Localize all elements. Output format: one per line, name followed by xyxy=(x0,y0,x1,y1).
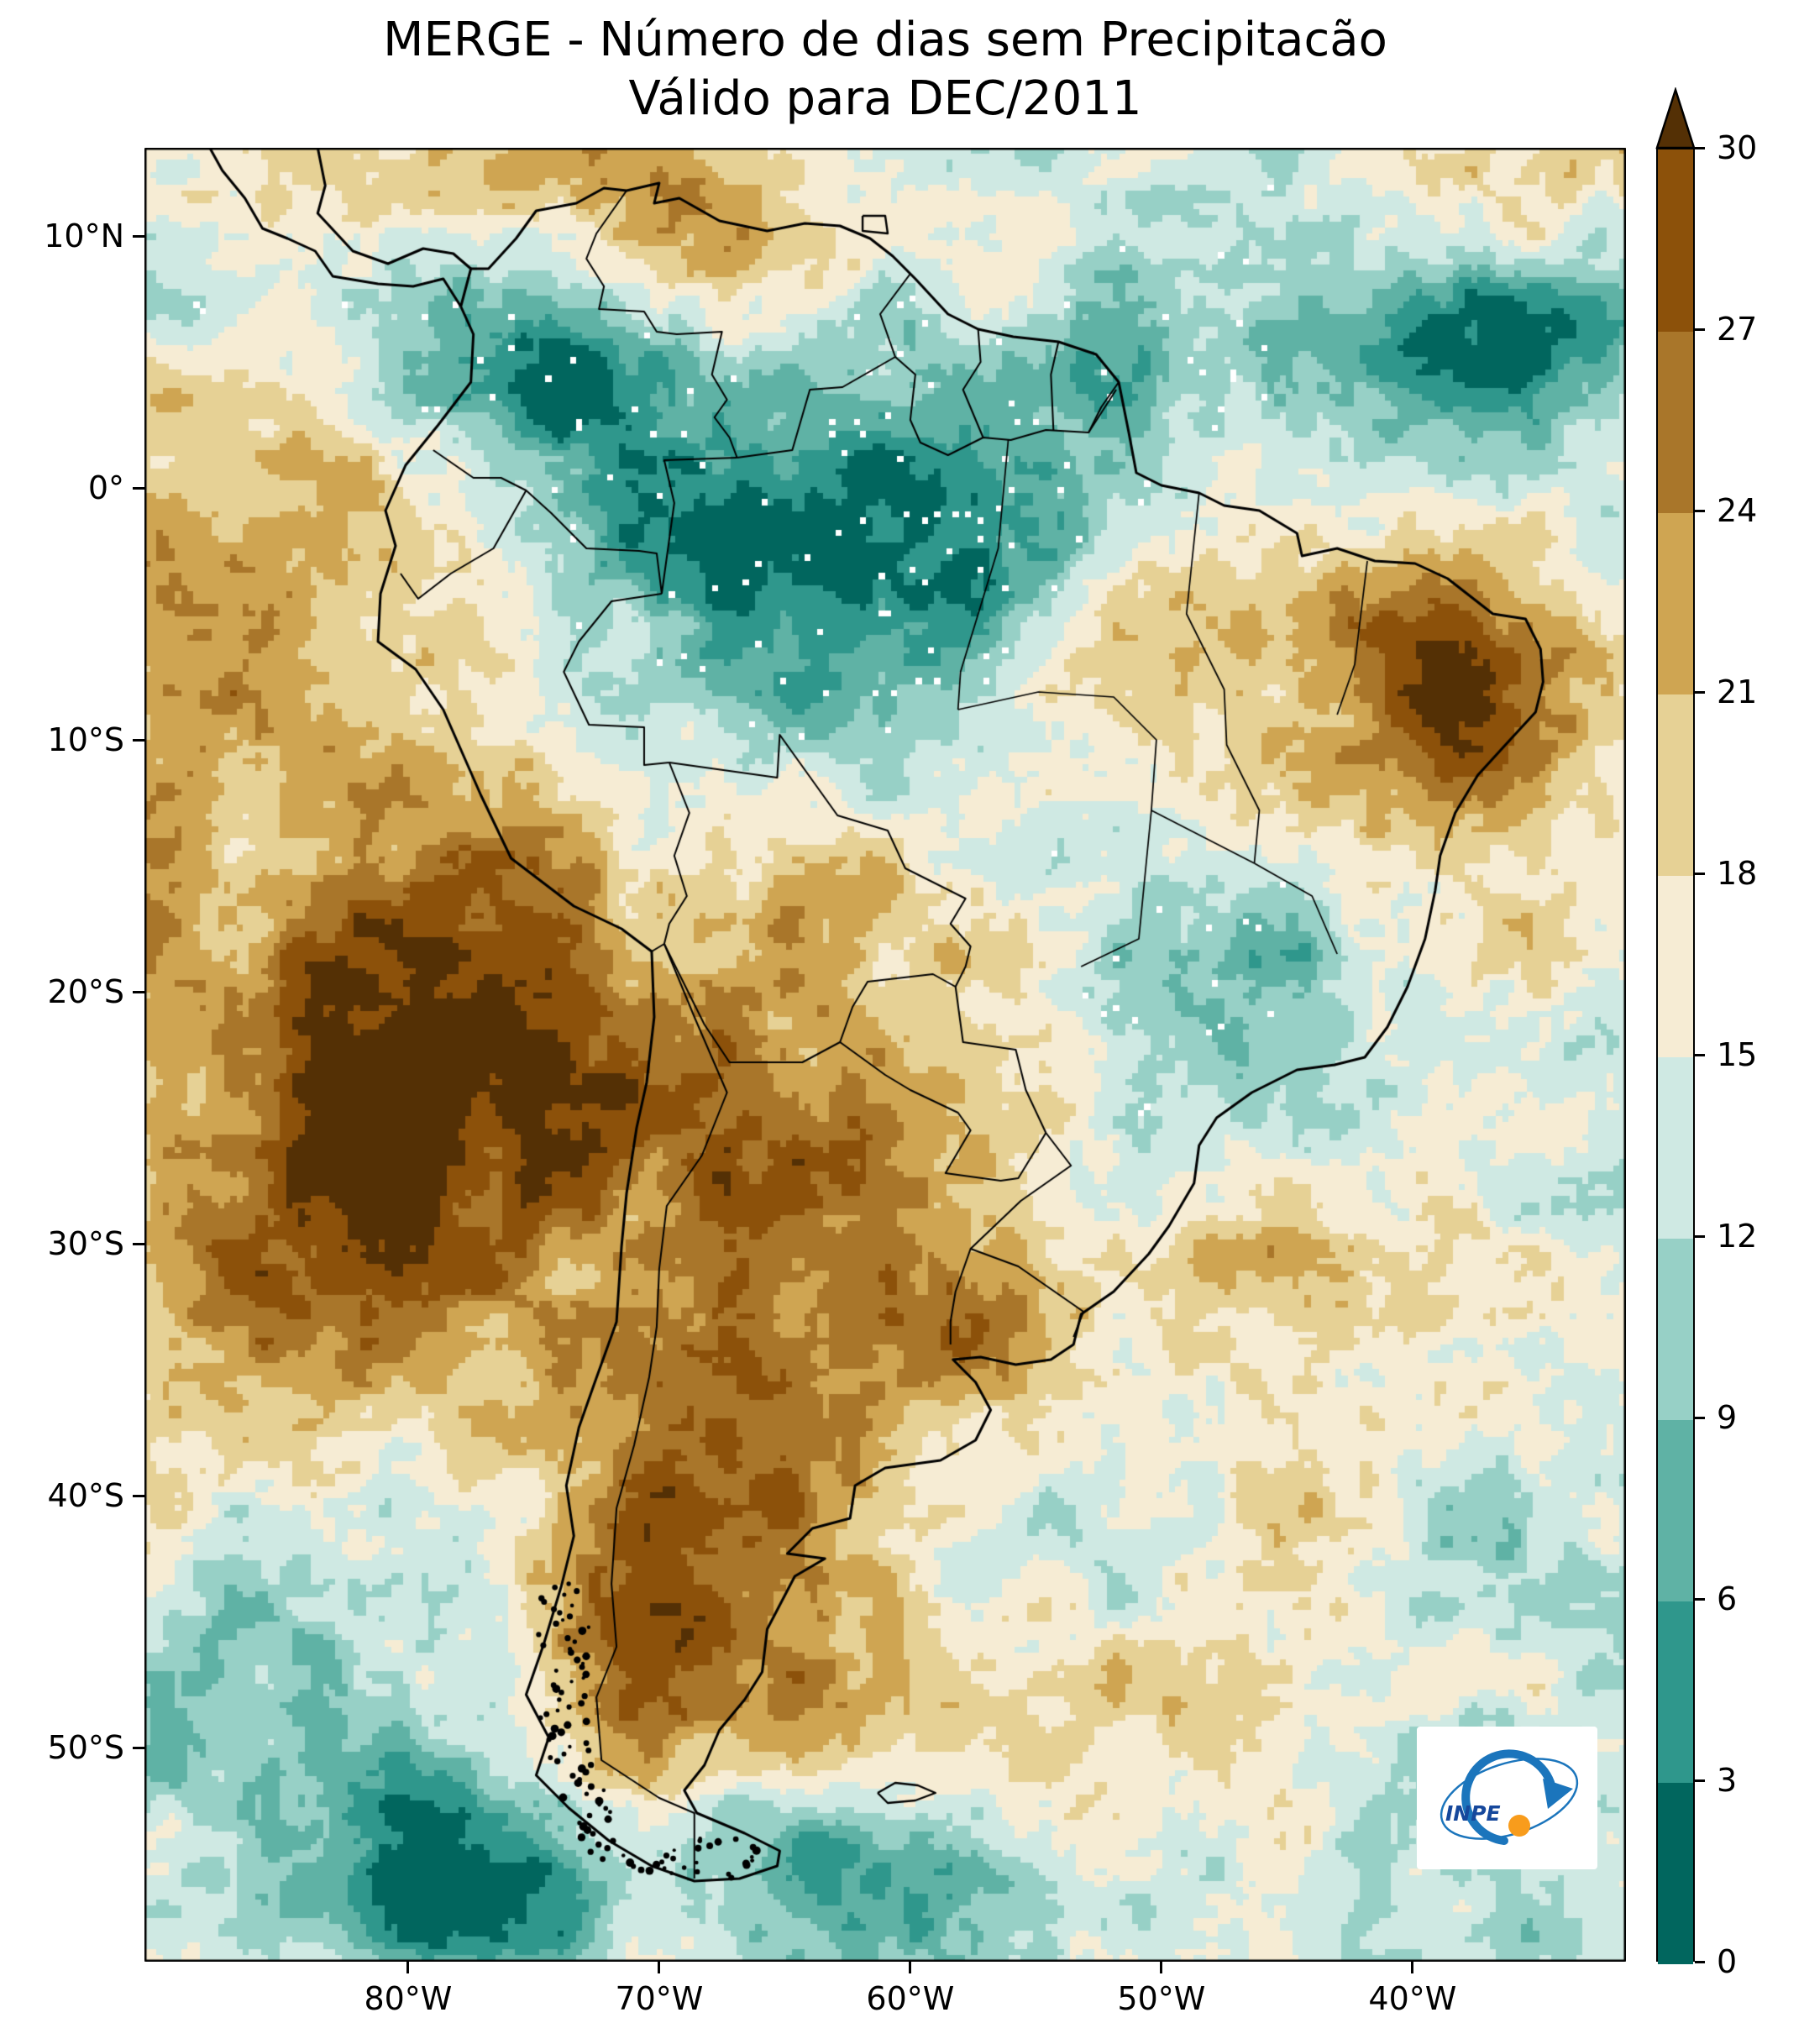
inpe-logo: INPE xyxy=(1417,1727,1597,1869)
colorbar-tick-label: 0 xyxy=(1717,1943,1738,1980)
x-tick-label: 40°W xyxy=(1368,1980,1457,2017)
x-tick-mark xyxy=(658,1962,661,1973)
y-tick-mark xyxy=(133,486,144,490)
colorbar-tick-label: 6 xyxy=(1717,1580,1738,1617)
colorbar-tick-mark xyxy=(1695,1234,1705,1238)
y-tick-mark xyxy=(133,1746,144,1749)
x-tick-mark xyxy=(1411,1962,1414,1973)
colorbar-bin xyxy=(1658,1601,1693,1783)
colorbar-tick-label: 30 xyxy=(1717,129,1758,166)
colorbar-tick-mark xyxy=(1695,1597,1705,1601)
colorbar-tick-mark xyxy=(1695,328,1705,331)
x-tick-mark xyxy=(406,1962,410,1973)
colorbar-tick-label: 9 xyxy=(1717,1399,1738,1436)
y-tick-label: 30°S xyxy=(47,1225,124,1262)
colorbar-tick-label: 24 xyxy=(1717,492,1758,529)
chart-title-line2: Válido para DEC/2011 xyxy=(628,71,1142,126)
x-tick-label: 50°W xyxy=(1117,1980,1206,2017)
colorbar-tick-mark xyxy=(1695,1416,1705,1419)
colorbar-tick-mark xyxy=(1695,872,1705,875)
colorbar-tick-mark xyxy=(1695,1960,1705,1963)
colorbar-cells xyxy=(1656,148,1695,1964)
colorbar-tick-label: 3 xyxy=(1717,1762,1738,1799)
colorbar-tick-label: 27 xyxy=(1717,311,1758,348)
colorbar-bin xyxy=(1658,512,1693,694)
colorbar-bin xyxy=(1658,331,1693,513)
chart-title-line1: MERGE - Número de dias sem Precipitacão xyxy=(383,13,1387,67)
y-tick-label: 50°S xyxy=(47,1729,124,1766)
colorbar-tick-mark xyxy=(1695,690,1705,694)
y-tick-mark xyxy=(133,1494,144,1497)
colorbar-tick-label: 21 xyxy=(1717,673,1758,710)
inpe-logo-graphic: INPE xyxy=(1440,1749,1579,1845)
y-tick-mark xyxy=(133,990,144,993)
colorbar-tick-mark xyxy=(1695,509,1705,512)
y-tick-label: 0° xyxy=(87,469,124,506)
x-tick-label: 60°W xyxy=(866,1980,955,2017)
colorbar-bin xyxy=(1658,1782,1693,1964)
x-tick-label: 70°W xyxy=(615,1980,704,2017)
logo-arrowhead-icon xyxy=(1543,1779,1573,1809)
colorbar-tick-mark xyxy=(1695,1779,1705,1782)
colorbar-tick-mark xyxy=(1695,146,1705,149)
y-tick-mark xyxy=(133,738,144,742)
colorbar-tick-mark xyxy=(1695,1053,1705,1056)
colorbar-bin xyxy=(1658,1238,1693,1420)
y-tick-label: 40°S xyxy=(47,1477,124,1514)
y-tick-label: 10°N xyxy=(44,218,124,254)
y-tick-mark xyxy=(133,1242,144,1245)
colorbar-tick-label: 15 xyxy=(1717,1036,1758,1073)
colorbar-extend-arrow xyxy=(1655,87,1696,149)
x-tick-label: 80°W xyxy=(364,1980,453,2017)
colorbar-bin xyxy=(1658,149,1693,332)
y-tick-label: 10°S xyxy=(47,721,124,758)
x-tick-mark xyxy=(1160,1962,1163,1973)
y-tick-label: 20°S xyxy=(47,973,124,1010)
y-tick-mark xyxy=(133,234,144,238)
colorbar-tick-label: 12 xyxy=(1717,1218,1758,1255)
colorbar-bin xyxy=(1658,1056,1693,1239)
logo-text: INPE xyxy=(1445,1801,1501,1826)
colorbar-bin xyxy=(1658,694,1693,876)
colorbar-bin xyxy=(1658,875,1693,1057)
logo-orange-dot xyxy=(1508,1815,1530,1837)
map-canvas xyxy=(144,148,1626,1962)
logo-swirl-arrow xyxy=(1461,1749,1557,1845)
colorbar-tick-label: 18 xyxy=(1717,855,1758,892)
colorbar-bin xyxy=(1658,1419,1693,1601)
x-tick-mark xyxy=(909,1962,912,1973)
logo-orbit-ellipse xyxy=(1440,1758,1579,1840)
